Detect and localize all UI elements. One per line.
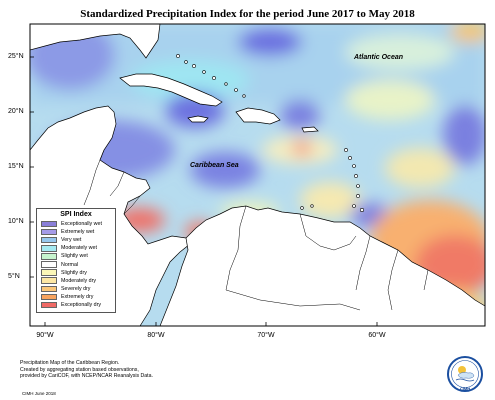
- legend-swatch: [41, 220, 57, 228]
- axis-ticks: [30, 56, 378, 326]
- legend-label: Extremely dry: [61, 293, 94, 300]
- legend-swatch: [41, 277, 57, 284]
- legend-label: Slightly wet: [61, 253, 88, 260]
- cimh-logo: [447, 356, 483, 392]
- legend-label: Exceptionally dry: [61, 301, 102, 308]
- country-borders: [83, 149, 429, 311]
- legend-label: Normal: [61, 261, 79, 268]
- legend-item: Moderately wet: [37, 244, 115, 252]
- legend-item: Moderately dry: [37, 277, 115, 285]
- legend-swatch: [41, 285, 57, 293]
- lat-label-15n: 15°N: [8, 163, 24, 170]
- lat-label-5n: 5°N: [8, 273, 20, 280]
- legend-label: Moderately wet: [61, 245, 97, 252]
- spi-legend: SPI Index Exceptionally wet Extremely wet…: [36, 208, 116, 313]
- legend-item: Slightly wet: [37, 252, 115, 260]
- legend-swatch: [41, 245, 57, 252]
- lon-label-80w: 80°W: [147, 332, 165, 339]
- lon-label-90w: 90°W: [36, 332, 54, 339]
- legend-item: Slightly dry: [37, 269, 115, 277]
- caribbean-sea-label: Caribbean Sea: [190, 162, 239, 169]
- plot-frame: [29, 23, 486, 327]
- legend-item: Extremely dry: [37, 293, 115, 301]
- florida-landmass: [30, 24, 161, 59]
- legend-label: Severely dry: [61, 285, 91, 292]
- legend-swatch: [41, 269, 57, 276]
- cuba-landmass: [119, 73, 223, 107]
- legend-item: Very wet: [37, 236, 115, 244]
- jamaica-landmass: [187, 115, 209, 123]
- legend-swatch: [41, 293, 57, 301]
- small-islands: [176, 54, 364, 213]
- footnote-line: provided by CariCOF, with NCEP/NCAR Rean…: [20, 373, 153, 380]
- legend-item: Severely dry: [37, 285, 115, 293]
- footnote: Precipitation Map of the Caribbean Regio…: [20, 360, 320, 380]
- legend-swatch: [41, 228, 57, 236]
- south-america-landmass: [159, 205, 485, 326]
- logo-text: CIMH: [459, 386, 471, 391]
- puerto-rico-landmass: [301, 126, 319, 133]
- lat-label-20n: 20°N: [8, 108, 24, 115]
- legend-swatch: [41, 236, 57, 244]
- legend-label: Moderately dry: [61, 277, 97, 284]
- legend-swatch: [41, 253, 57, 260]
- credit-date: CIMH June 2018: [22, 391, 56, 396]
- lat-label-25n: 25°N: [8, 53, 24, 60]
- legend-label: Extremely wet: [61, 229, 95, 236]
- lon-label-70w: 70°W: [257, 332, 275, 339]
- footnote-line: Created by aggregating station based obs…: [20, 366, 139, 373]
- legend-item: Exceptionally dry: [37, 301, 115, 309]
- legend-swatch: [41, 261, 57, 268]
- lat-label-10n: 10°N: [8, 218, 24, 225]
- legend-swatch: [41, 301, 57, 309]
- legend-item: Extremely wet: [37, 228, 115, 236]
- legend-label: Very wet: [61, 237, 82, 244]
- footnote-line: Precipitation Map of the Caribbean Regio…: [20, 360, 120, 366]
- legend-item: Exceptionally wet: [37, 220, 115, 228]
- legend-label: Slightly dry: [61, 269, 87, 276]
- legend-item: Normal: [37, 260, 115, 268]
- map-title: Standardized Precipitation Index for the…: [80, 8, 415, 20]
- hispaniola-landmass: [235, 107, 281, 125]
- legend-label: Exceptionally wet: [61, 221, 102, 228]
- legend-title: SPI Index: [60, 211, 92, 218]
- atlantic-ocean-label: Atlantic Ocean: [354, 54, 404, 61]
- lon-label-60w: 60°W: [368, 332, 386, 339]
